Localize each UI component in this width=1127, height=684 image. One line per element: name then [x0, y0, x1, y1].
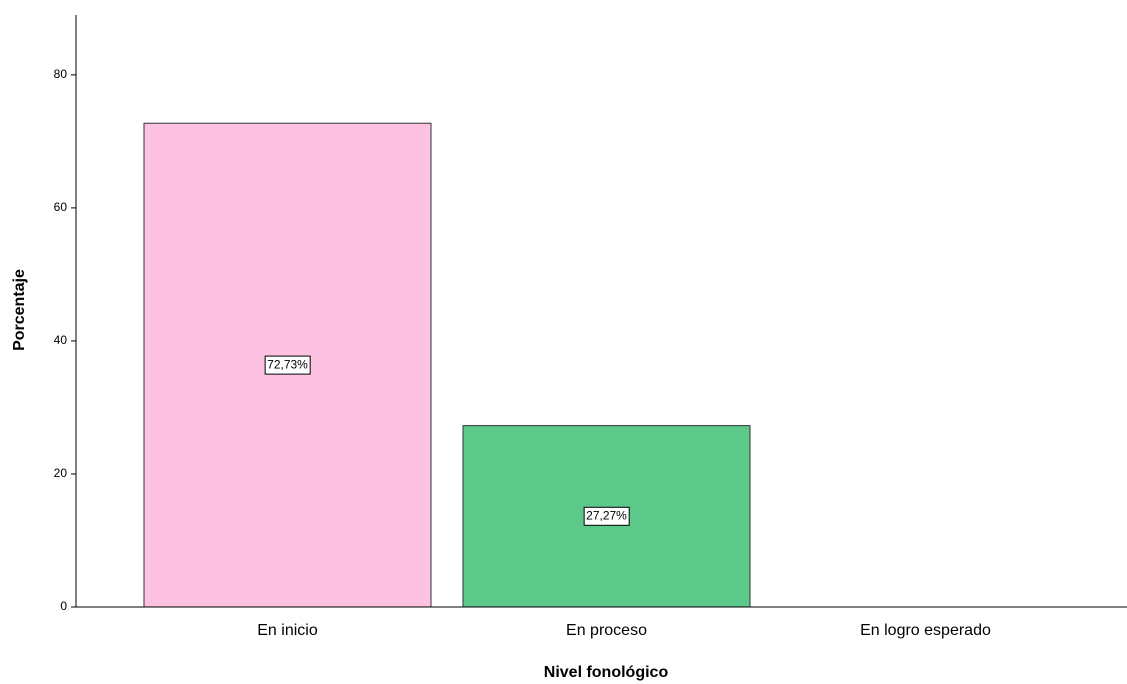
y-axis-title: Porcentaje: [11, 269, 28, 351]
x-axis-title: Nivel fonológico: [544, 664, 669, 681]
data-label-box: [583, 506, 630, 526]
data-label: 27,27%: [586, 508, 627, 522]
data-label-box: [264, 355, 311, 375]
y-tick-label: 20: [54, 466, 68, 480]
y-tick-label: 80: [54, 67, 68, 81]
x-tick-label: En logro esperado: [860, 622, 991, 639]
y-tick-label: 0: [60, 599, 67, 613]
x-tick-label: En proceso: [566, 622, 647, 639]
x-tick-label: En inicio: [257, 622, 318, 639]
data-label: 72,73%: [267, 357, 308, 371]
y-tick-label: 40: [54, 333, 68, 347]
y-tick-label: 60: [54, 200, 68, 214]
